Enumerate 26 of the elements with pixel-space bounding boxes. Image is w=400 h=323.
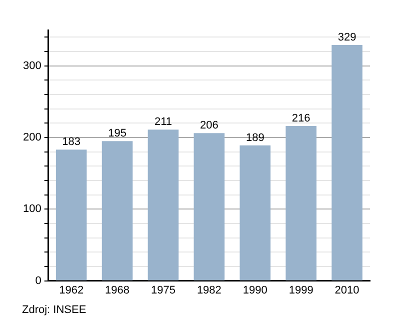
bar (102, 141, 133, 280)
bar (332, 45, 362, 280)
data-label: 211 (154, 116, 172, 128)
y-tick-label: 300 (22, 60, 42, 72)
data-label: 216 (292, 112, 310, 125)
bar (240, 145, 271, 280)
x-tick-label: 1999 (288, 284, 314, 296)
x-tick-label: 1975 (150, 284, 176, 296)
bar (56, 150, 87, 280)
bar (286, 126, 316, 280)
data-label: 206 (200, 120, 218, 132)
bar (148, 130, 179, 280)
x-tick-label: 2010 (334, 284, 360, 296)
data-label: 195 (108, 128, 126, 140)
x-tick-label: 1982 (196, 284, 222, 296)
text: Zdroj: INSEE (22, 304, 86, 316)
y-tick-label: 200 (22, 132, 42, 144)
data-label: 183 (62, 136, 81, 148)
data-label: 329 (338, 32, 356, 44)
data-label: 189 (246, 132, 264, 144)
bar (194, 133, 225, 280)
y-tick-label: 100 (22, 203, 42, 216)
x-tick-label: 1968 (105, 284, 130, 296)
y-tick-label: 0 (35, 274, 42, 287)
x-tick-label: 1962 (59, 284, 84, 296)
x-tick-label: 1990 (242, 284, 268, 296)
